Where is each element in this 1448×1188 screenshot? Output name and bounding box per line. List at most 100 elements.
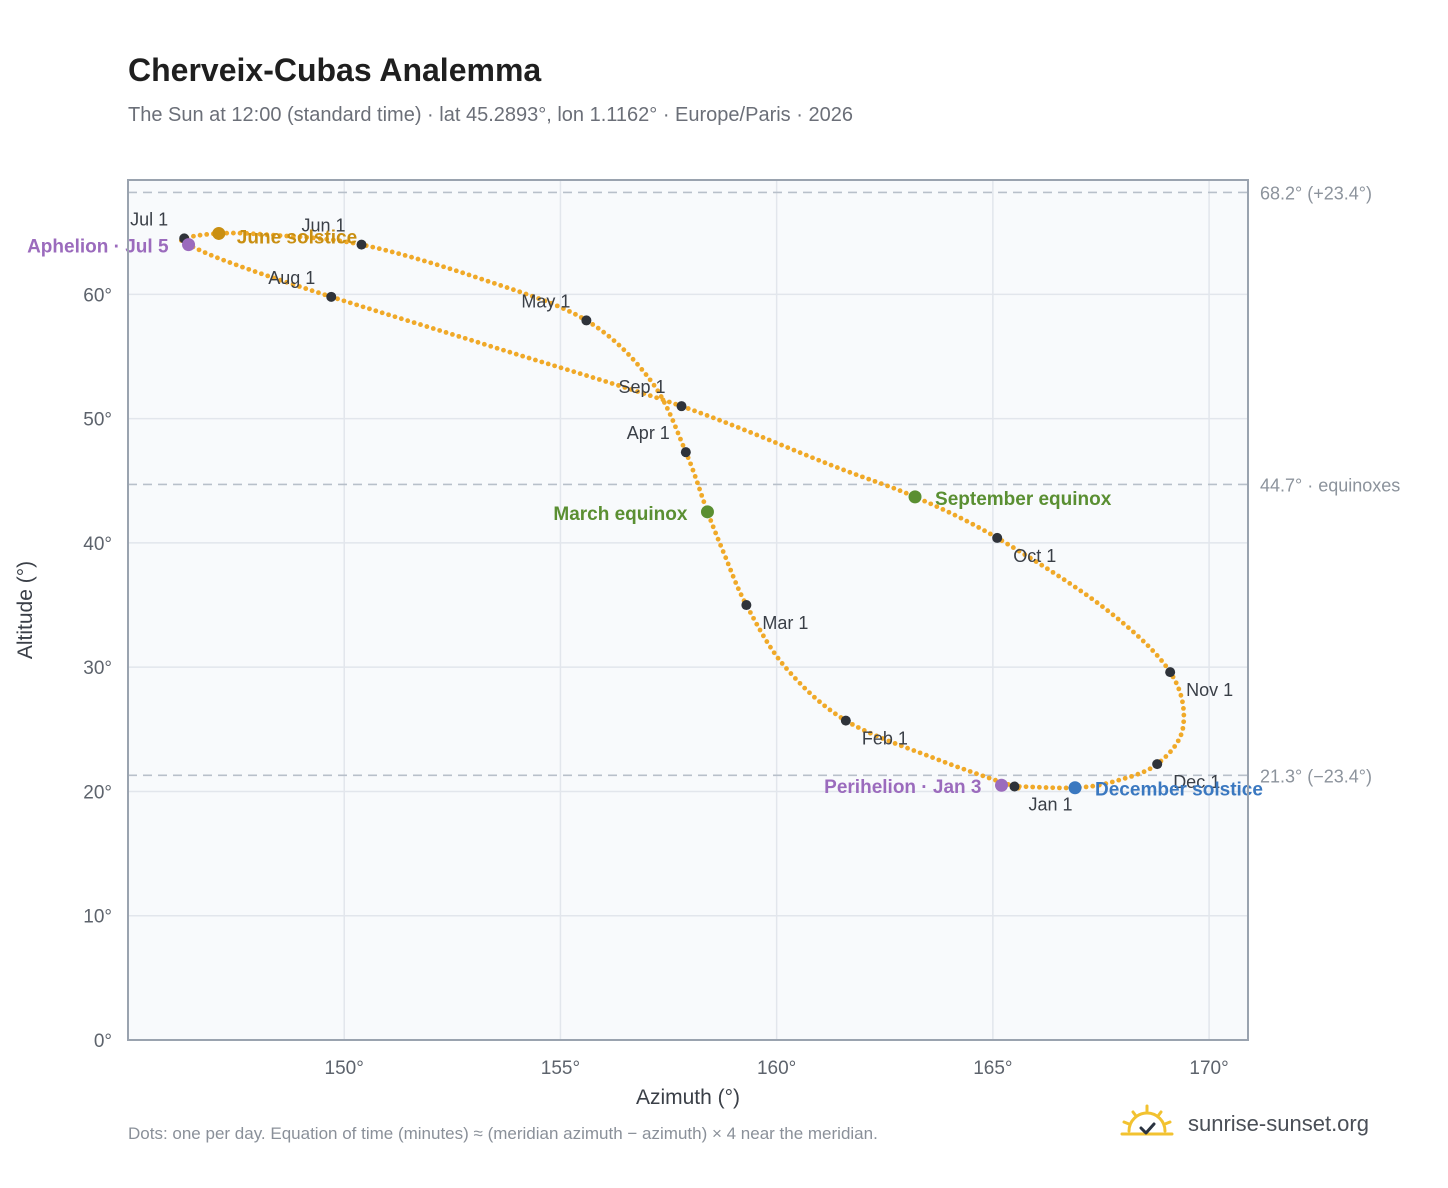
daily-sun-dot [654,395,660,401]
daily-sun-dot [316,290,321,296]
daily-sun-dot [1039,562,1045,568]
daily-sun-dot [596,377,602,382]
daily-sun-dot [822,703,828,709]
daily-sun-dot [1135,634,1141,639]
daily-sun-dot [885,483,890,489]
event-label: December solstice [1095,780,1263,801]
daily-sun-dot [1115,616,1121,622]
daily-sun-dot [1022,552,1028,557]
daily-sun-dot [729,422,735,428]
daily-sun-dot [641,391,647,396]
daily-sun-dot [698,410,704,416]
month-marker-label: Aug 1 [268,268,315,288]
event-label: June solstice [237,227,357,248]
daily-sun-dot [760,435,766,440]
event-label: September equinox [935,489,1112,510]
daily-sun-dot [337,238,343,244]
daily-sun-dot [590,322,596,327]
daily-sun-dot [667,412,673,417]
daily-sun-dot [504,285,510,290]
daily-sun-dot [317,236,323,241]
month-marker-label: Apr 1 [627,423,670,443]
daily-sun-dot [976,525,982,530]
daily-sun-dot [867,730,873,736]
event-marker [700,505,714,519]
daily-sun-dot [723,555,729,561]
daily-sun-dot [224,230,230,236]
event-label: Perihelion · Jan 3 [824,777,981,798]
daily-sun-dot [639,366,645,372]
daily-sun-dot [392,314,398,320]
daily-sun-dot [834,465,840,470]
daily-sun-dot [982,528,987,534]
daily-sun-dot [270,232,276,238]
brand[interactable]: sunrise-sunset.org [1120,1102,1369,1146]
daily-sun-dot [803,452,809,458]
daily-sun-dot [816,457,822,463]
daily-sun-dot [453,268,459,274]
daily-sun-dot [797,450,803,456]
daily-sun-dot [771,650,777,656]
daily-sun-dot [733,580,739,585]
daily-sun-dot [197,232,203,238]
daily-sun-dot [296,284,302,289]
daily-sun-dot [855,725,861,730]
daily-sun-dot [905,745,910,751]
daily-sun-dot [832,711,838,717]
month-marker-label: Nov 1 [1186,680,1233,700]
daily-sun-dot [987,531,993,537]
daily-sun-dot [344,239,349,245]
daily-sun-dot [475,339,481,345]
daily-sun-dot [520,353,526,359]
daily-sun-dot [853,472,859,477]
daily-sun-dot [688,461,693,467]
daily-sun-dot [1140,638,1146,644]
daily-sun-dot [507,349,513,355]
daily-sun-dot [1005,541,1011,547]
month-marker-label: Sep 1 [618,377,665,397]
daily-sun-dot [775,655,781,661]
daily-sun-dot [1033,559,1039,564]
daily-sun-dot [548,300,554,306]
daily-sun-dot [250,231,256,237]
daily-sun-dot [940,507,946,512]
daily-sun-dot [1072,584,1078,590]
daily-sun-dot [630,356,636,362]
daily-sun-dot [606,333,612,339]
daily-sun-dot [567,308,572,314]
daily-sun-dot [897,488,903,494]
daily-sun-dot [757,627,763,633]
daily-sun-dot [240,264,245,270]
daily-sun-dot [367,306,372,312]
daily-sun-dot [911,748,917,753]
daily-sun-dot [462,335,468,341]
month-marker [581,315,592,326]
daily-sun-dot [1056,573,1061,579]
daily-sun-dot [481,341,487,347]
month-marker [1165,667,1176,678]
daily-sun-dot [788,671,794,676]
daily-sun-dot [233,262,239,268]
daily-sun-dot [573,311,578,317]
daily-sun-dot [784,666,789,671]
daily-sun-dot [675,430,681,436]
daily-sun-dot [335,296,340,302]
daily-sun-dot [258,271,264,277]
daily-sun-dot [802,685,808,691]
daily-sun-dot [230,230,236,236]
daily-sun-dot [577,371,583,377]
daily-sun-dot [1050,569,1056,575]
daily-sun-dot [974,771,979,777]
daily-sun-dot [792,676,798,681]
daily-sun-dot [1050,785,1056,791]
daily-sun-dot [822,460,828,466]
daily-sun-dot [878,481,884,487]
month-marker-label: Mar 1 [762,613,808,633]
daily-sun-dot [958,515,964,521]
reference-line-label: 68.2° (+23.4°) [1260,183,1372,203]
daily-sun-dot [635,361,640,367]
daily-sun-dot [922,498,928,504]
month-marker [1152,759,1163,770]
daily-sun-dot [754,432,760,438]
